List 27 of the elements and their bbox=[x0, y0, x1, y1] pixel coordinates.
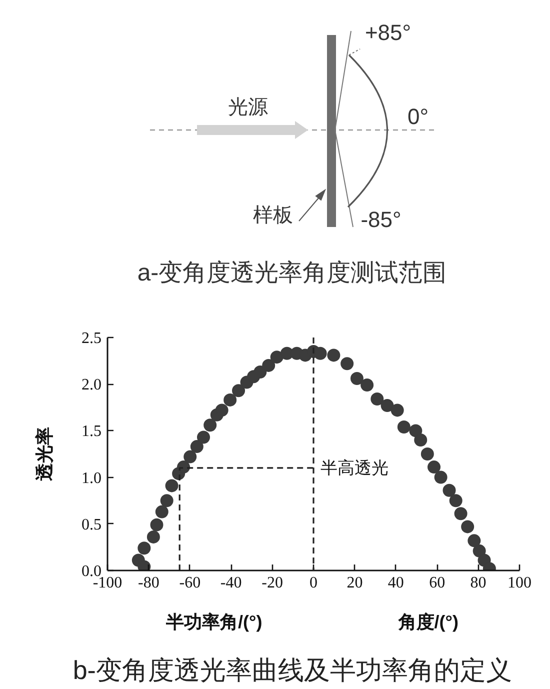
y-axis-title: 透光率 bbox=[34, 427, 54, 482]
text: a-变角度透光率角度测试范围 bbox=[137, 259, 447, 286]
text: 样板 bbox=[253, 204, 293, 226]
text: 半功率角/(°) bbox=[165, 612, 262, 632]
y-tick-label: 0.5 bbox=[82, 516, 102, 534]
y-tick-label: 2.5 bbox=[82, 330, 102, 347]
x-tick-label: -20 bbox=[262, 574, 283, 592]
x-axis-title: 角度/(°) bbox=[397, 612, 458, 632]
annotation: 半高透光 bbox=[320, 458, 388, 478]
text: -85° bbox=[360, 206, 402, 232]
x-tick-label: 40 bbox=[388, 574, 404, 592]
x-tick-label: -80 bbox=[138, 574, 160, 592]
y-tick-label: 0.0 bbox=[82, 563, 102, 580]
x-tick-label: 60 bbox=[429, 574, 446, 592]
x-tick-label: 80 bbox=[470, 574, 486, 592]
y-tick-label: 1.5 bbox=[82, 423, 102, 440]
x-tick-label: 0 bbox=[310, 574, 318, 592]
x-tick-label: 20 bbox=[346, 574, 363, 592]
text: b-变角度透光率曲线及半功率角的定义 bbox=[72, 654, 512, 685]
text: +85° bbox=[364, 20, 412, 45]
y-tick-label: 1.0 bbox=[82, 470, 102, 487]
text: 光源 bbox=[228, 96, 268, 118]
x-tick-label: 100 bbox=[508, 574, 532, 592]
y-tick-label: 2.0 bbox=[82, 376, 102, 394]
x-tick-label: -40 bbox=[220, 574, 242, 592]
text: 0° bbox=[407, 104, 429, 129]
x-tick-label: -60 bbox=[179, 574, 201, 592]
